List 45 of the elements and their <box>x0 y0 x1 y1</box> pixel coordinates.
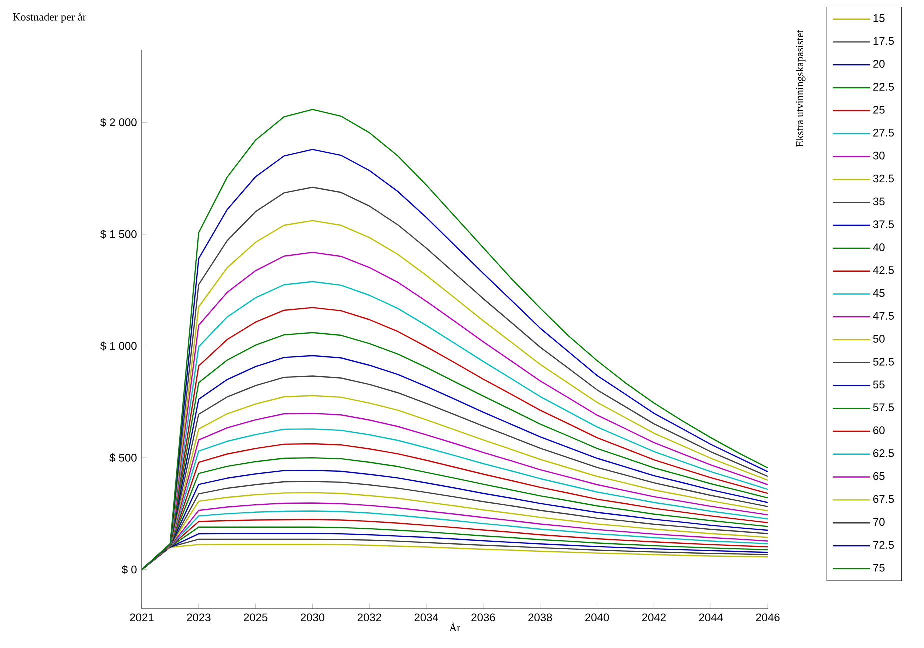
x-tick-label: 2034 <box>414 614 439 622</box>
legend-label: 27.5 <box>874 128 894 137</box>
legend-label: 22.5 <box>874 83 894 91</box>
legend-label: 70 <box>874 518 885 526</box>
legend-label: 52.5 <box>873 358 894 366</box>
legend-label: 67.5 <box>874 495 894 504</box>
legend-label: 30 <box>873 152 885 160</box>
legend-label: 32.5 <box>873 174 894 183</box>
legend-label: 60 <box>874 426 885 434</box>
legend-title: Ekstra utvinningskapasistet <box>796 30 806 147</box>
legend-label: 75 <box>874 564 885 572</box>
legend-label: 50 <box>873 335 885 343</box>
y-tick-label: $ 0 <box>122 565 137 574</box>
x-axis-title: År <box>449 622 461 632</box>
legend-label: 62.5 <box>874 450 894 458</box>
y-tick-label: $ 500 <box>110 454 137 463</box>
y-tick-label: $ 1 500 <box>100 230 137 239</box>
x-tick-label: 2042 <box>642 614 666 622</box>
legend-label: 55 <box>873 380 885 389</box>
y-tick-label: $ 1 000 <box>100 342 137 351</box>
x-tick-label: 2036 <box>472 614 496 622</box>
legend-label: 40 <box>873 244 885 252</box>
x-tick-label: 2023 <box>187 614 211 622</box>
x-tick-label: 2021 <box>130 614 154 622</box>
legend-label: 47.5 <box>873 312 894 320</box>
legend-label: 65 <box>874 472 885 480</box>
legend-label: 37.5 <box>873 220 894 229</box>
x-tick-label: 2038 <box>528 614 552 622</box>
legend-label: 42.5 <box>873 266 894 274</box>
legend-label: 20 <box>874 60 885 68</box>
legend-label: 17.5 <box>874 37 894 46</box>
legend-label: 72.5 <box>874 541 894 550</box>
y-tick-label: $ 2 000 <box>100 118 137 128</box>
x-tick-label: 2030 <box>300 614 325 622</box>
legend-label: 45 <box>873 289 885 298</box>
legend-label: 15 <box>874 14 885 22</box>
x-tick-label: 2040 <box>586 614 610 622</box>
x-tick-label: 2032 <box>358 614 382 622</box>
x-tick-label: 2046 <box>756 614 780 622</box>
y-axis-title: Kostnader per år <box>13 12 86 24</box>
legend-label: 25 <box>874 106 885 114</box>
x-tick-label: 2044 <box>699 614 724 622</box>
x-tick-label: 2025 <box>244 614 268 622</box>
legend-label: 57.5 <box>873 404 894 412</box>
legend-label: 35 <box>873 198 885 206</box>
